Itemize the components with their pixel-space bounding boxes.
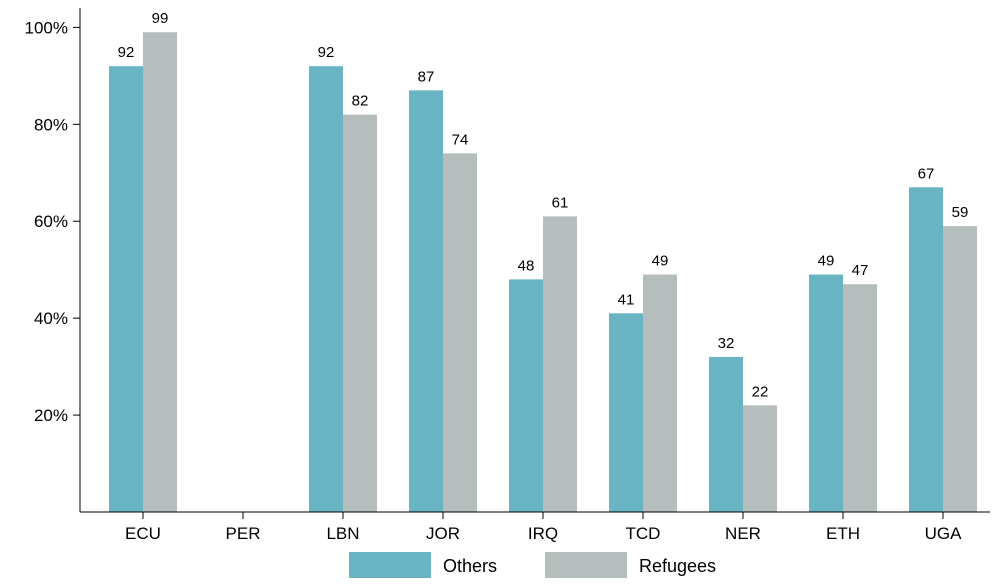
legend-label-others: Others — [443, 556, 497, 576]
x-tick-label: LBN — [326, 524, 359, 543]
data-label: 32 — [718, 335, 735, 352]
y-tick-label: 100% — [25, 18, 68, 37]
bar-others-ecu — [109, 66, 143, 513]
x-tick-label: JOR — [426, 524, 460, 543]
x-tick-label: UGA — [925, 524, 963, 543]
bar-refugees-uga — [943, 226, 977, 513]
bar-refugees-lbn — [343, 114, 377, 512]
data-label: 74 — [452, 131, 469, 148]
legend-swatch-others — [349, 552, 431, 578]
y-tick-label: 20% — [34, 406, 68, 425]
y-axis: 20% 40% 60% 80% 100% — [25, 8, 81, 512]
data-labels-group: 92 99 92 82 87 74 48 61 41 49 32 22 49 47 67 59 — [118, 10, 969, 400]
data-label: 99 — [152, 10, 169, 27]
legend-label-refugees: Refugees — [639, 556, 716, 576]
x-tick-label: NER — [725, 524, 761, 543]
bar-others-tcd — [609, 313, 643, 512]
y-tick-label: 60% — [34, 212, 68, 231]
bar-refugees-ecu — [143, 32, 177, 512]
x-tick-label: PER — [226, 524, 261, 543]
x-axis: ECU PER LBN JOR IRQ TCD NER ETH UGA — [80, 511, 990, 543]
data-label: 49 — [818, 253, 835, 270]
bar-others-irq — [509, 279, 543, 512]
data-label: 49 — [652, 253, 669, 270]
data-label: 59 — [952, 204, 969, 221]
x-tick-label: ETH — [826, 524, 860, 543]
x-tick-label: IRQ — [528, 524, 558, 543]
data-label: 67 — [918, 165, 935, 182]
data-label: 48 — [518, 257, 535, 274]
data-label: 92 — [118, 44, 135, 61]
bar-others-uga — [909, 187, 943, 513]
data-label: 47 — [852, 262, 869, 279]
data-label: 41 — [618, 291, 635, 308]
bars-group — [109, 32, 977, 513]
x-tick-label: TCD — [626, 524, 661, 543]
bar-refugees-ner — [743, 405, 777, 512]
data-label: 92 — [318, 44, 335, 61]
x-tick-label: ECU — [125, 524, 161, 543]
bar-others-ner — [709, 356, 743, 512]
legend: Others Refugees — [349, 552, 716, 578]
data-label: 82 — [352, 93, 369, 110]
bar-refugees-eth — [843, 284, 877, 512]
bar-others-lbn — [309, 66, 343, 513]
y-tick-label: 40% — [34, 309, 68, 328]
data-label: 22 — [752, 383, 769, 400]
y-tick-label: 80% — [34, 115, 68, 134]
bar-others-jor — [409, 90, 443, 512]
bar-others-eth — [809, 274, 843, 512]
data-label: 87 — [418, 68, 435, 85]
legend-swatch-refugees — [545, 552, 627, 578]
bar-refugees-tcd — [643, 274, 677, 512]
data-label: 61 — [552, 194, 569, 211]
bar-refugees-jor — [443, 153, 477, 512]
bar-refugees-irq — [543, 216, 577, 512]
